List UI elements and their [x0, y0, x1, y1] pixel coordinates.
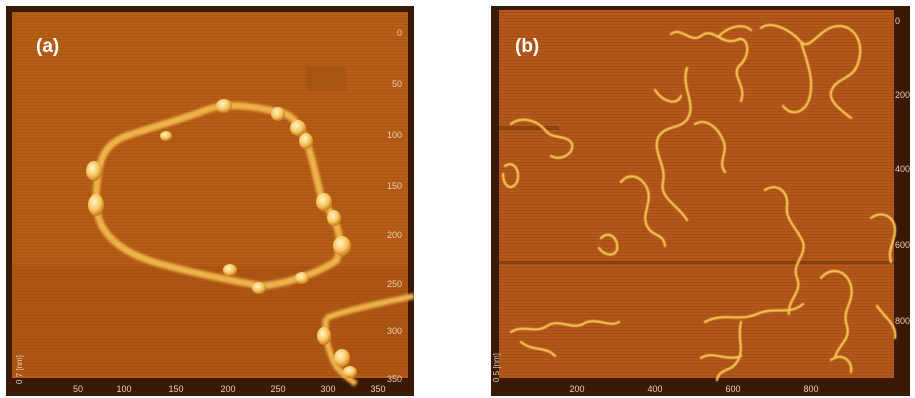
panel-b-x-axis: 200 400 600 800	[569, 384, 818, 394]
y-tick-label: 50	[392, 79, 402, 89]
y-tick-label: 150	[387, 181, 402, 191]
z-scale-label: 0 5 [nm]	[492, 353, 501, 382]
y-tick-label: 600	[895, 240, 910, 250]
panel-b-y-axis: 0 200 400 600 800	[895, 16, 910, 326]
x-tick-label: 400	[647, 384, 662, 394]
panel-a-image: 50 100 150 200 250 300 350 0 50 100 150 …	[6, 6, 414, 396]
panel-a-y-axis: 0 50 100 150 200 250 300 350	[387, 28, 402, 384]
protein-beads	[86, 99, 357, 378]
panel-a-x-axis: 50 100 150 200 250 300 350	[73, 384, 386, 394]
panel-b-image: 200 400 600 800 0 200 400 600 800 0 5 [n…	[491, 6, 910, 396]
z-scale-label: 0 7 [nm]	[15, 355, 24, 384]
x-tick-label: 800	[803, 384, 818, 394]
x-tick-label: 150	[168, 384, 183, 394]
x-tick-label: 50	[73, 384, 83, 394]
x-tick-label: 250	[270, 384, 285, 394]
y-tick-label: 350	[387, 374, 402, 384]
y-tick-label: 200	[387, 230, 402, 240]
y-tick-label: 100	[387, 130, 402, 140]
y-tick-label: 400	[895, 164, 910, 174]
y-tick-label: 200	[895, 90, 910, 100]
afm-image-panel-a: (a)	[6, 6, 414, 396]
panel-a-label: (a)	[36, 36, 60, 57]
afm-image-panel-b: (b)	[491, 6, 910, 396]
dna-molecules	[501, 23, 897, 382]
y-tick-label: 800	[895, 316, 910, 326]
y-tick-label: 300	[387, 326, 402, 336]
y-tick-label: 0	[895, 16, 900, 26]
x-tick-label: 200	[220, 384, 235, 394]
y-tick-label: 0	[397, 28, 402, 38]
x-tick-label: 100	[116, 384, 131, 394]
x-tick-label: 350	[370, 384, 385, 394]
y-tick-label: 250	[387, 279, 402, 289]
panel-b-label: (b)	[515, 36, 540, 57]
dna-ring-strand	[92, 102, 344, 290]
x-tick-label: 600	[725, 384, 740, 394]
x-tick-label: 300	[320, 384, 335, 394]
x-tick-label: 200	[569, 384, 584, 394]
